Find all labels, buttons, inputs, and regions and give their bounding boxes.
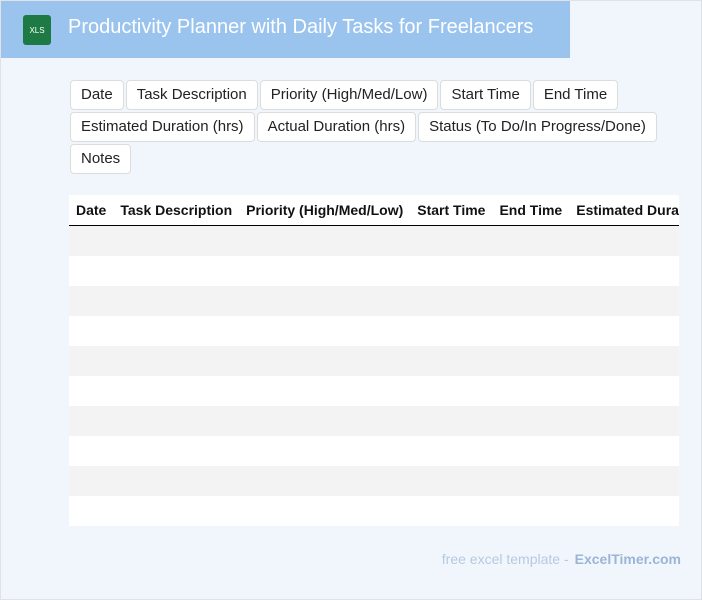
footer: free excel template - ExcelTimer.com: [442, 551, 681, 567]
footer-link[interactable]: ExcelTimer.com: [574, 551, 681, 567]
column-header: Priority (High/Med/Low): [246, 202, 404, 218]
table-row: [69, 286, 679, 316]
title: Productivity Planner with Daily Tasks fo…: [68, 16, 534, 38]
column-tag[interactable]: Actual Duration (hrs): [256, 112, 417, 142]
table: Date Task Description Priority (High/Med/L…: [69, 195, 679, 526]
column-tag[interactable]: Estimated Duration (hrs): [70, 112, 255, 142]
column-header: Estimated Duration (hrs): [576, 202, 679, 218]
table-row: [69, 316, 679, 346]
column-tag[interactable]: End Time: [532, 80, 619, 110]
column-header: Date: [76, 202, 107, 218]
table-row: [69, 376, 679, 406]
footer-text: free excel template -: [441, 551, 569, 567]
file-icon: XLS: [23, 15, 51, 45]
column-tag[interactable]: Priority (High/Med/Low): [259, 80, 439, 110]
table-row: [69, 406, 679, 436]
column-tag[interactable]: Notes: [70, 144, 132, 174]
column-header: Start Time: [417, 202, 486, 218]
column-tag[interactable]: Start Time: [440, 80, 531, 110]
table-row: [69, 436, 679, 466]
column-tag[interactable]: Status (To Do/In Progress/Done): [418, 112, 657, 142]
column-tag[interactable]: Date: [70, 80, 124, 110]
table-body: [69, 226, 679, 526]
column-header: End Time: [499, 202, 563, 218]
column-tag[interactable]: Task Description: [125, 80, 258, 110]
table-row: [69, 466, 679, 496]
table-header: Date Task Description Priority (High/Med/L…: [69, 195, 679, 226]
table-row: [69, 496, 679, 526]
header: XLS Productivity Planner with Daily Task…: [1, 1, 570, 58]
table-row: [69, 346, 679, 376]
table-row: [69, 256, 679, 286]
tag-list: Date Task Description Priority (High/Med/L…: [70, 80, 666, 174]
table-row: [69, 226, 679, 256]
column-header: Task Description: [120, 202, 233, 218]
